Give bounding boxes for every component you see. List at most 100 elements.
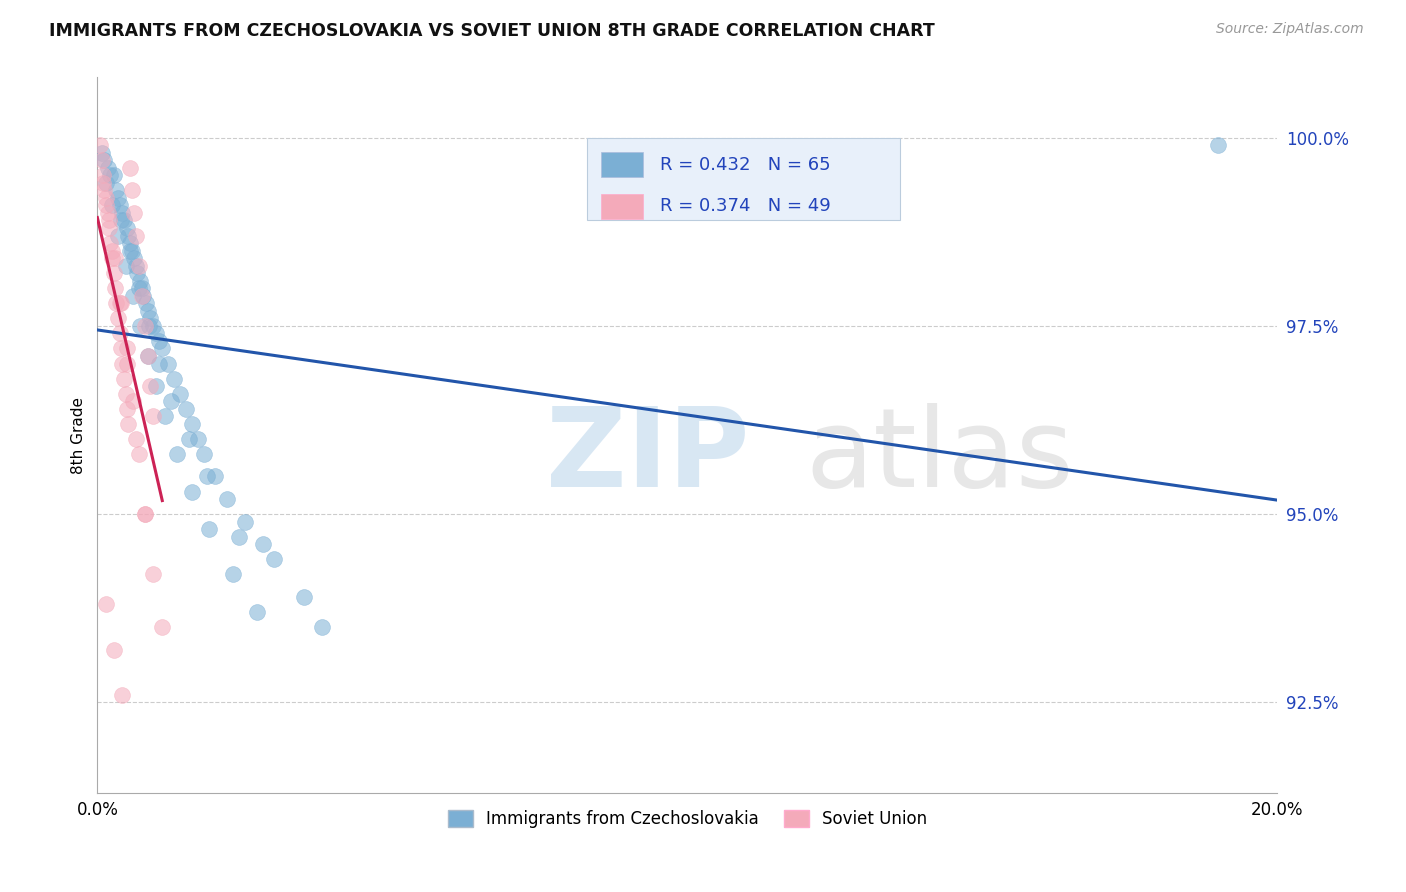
Point — [121, 183, 143, 197]
Point — [108, 326, 131, 341]
Point — [252, 537, 274, 551]
Point — [117, 417, 139, 431]
Point — [204, 469, 226, 483]
Point — [128, 274, 150, 288]
Point — [114, 386, 136, 401]
Bar — [602, 153, 643, 178]
Point — [105, 183, 128, 197]
Point — [96, 191, 118, 205]
Point — [228, 530, 250, 544]
Y-axis label: 8th Grade: 8th Grade — [72, 397, 86, 474]
Point — [98, 221, 121, 235]
Point — [115, 357, 138, 371]
Point — [91, 145, 114, 160]
Point — [145, 379, 167, 393]
Point — [98, 235, 121, 250]
Point — [128, 259, 150, 273]
Point — [160, 394, 183, 409]
Point — [115, 221, 138, 235]
Point — [142, 318, 165, 333]
Text: atlas: atlas — [806, 403, 1074, 510]
Point — [139, 311, 162, 326]
Point — [122, 206, 145, 220]
Point — [101, 244, 124, 258]
Point — [105, 296, 128, 310]
Point — [110, 296, 132, 310]
Point — [97, 161, 120, 175]
Point — [246, 605, 269, 619]
Text: Source: ZipAtlas.com: Source: ZipAtlas.com — [1216, 22, 1364, 37]
Point — [157, 357, 180, 371]
Point — [89, 138, 111, 153]
Point — [148, 357, 170, 371]
Point — [148, 334, 170, 348]
Point — [142, 409, 165, 424]
Point — [114, 259, 136, 273]
Point — [131, 289, 153, 303]
Point — [98, 213, 121, 227]
Point — [138, 318, 160, 333]
Point — [180, 484, 202, 499]
Point — [311, 620, 333, 634]
Point — [110, 213, 132, 227]
Point — [107, 228, 129, 243]
Point — [198, 522, 221, 536]
Point — [169, 386, 191, 401]
Point — [177, 432, 200, 446]
Point — [166, 447, 188, 461]
Text: R = 0.432   N = 65: R = 0.432 N = 65 — [661, 155, 831, 174]
Point — [1208, 138, 1230, 153]
Point — [110, 342, 132, 356]
Point — [136, 349, 159, 363]
Point — [115, 401, 138, 416]
Point — [132, 289, 155, 303]
Point — [104, 251, 127, 265]
Point — [101, 198, 124, 212]
Text: ZIP: ZIP — [546, 403, 749, 510]
Point — [108, 198, 131, 212]
Point — [91, 169, 114, 183]
Point — [103, 169, 125, 183]
Point — [150, 342, 173, 356]
Point — [128, 281, 150, 295]
Point — [174, 401, 197, 416]
Text: IMMIGRANTS FROM CZECHOSLOVAKIA VS SOVIET UNION 8TH GRADE CORRELATION CHART: IMMIGRANTS FROM CZECHOSLOVAKIA VS SOVIET… — [49, 22, 935, 40]
Point — [217, 491, 239, 506]
Point — [134, 507, 156, 521]
Point — [136, 303, 159, 318]
Point — [195, 469, 218, 483]
Point — [96, 598, 118, 612]
Point — [111, 357, 134, 371]
Point — [139, 379, 162, 393]
Point — [112, 371, 135, 385]
Point — [263, 552, 285, 566]
Point — [125, 259, 148, 273]
Point — [145, 326, 167, 341]
Point — [97, 206, 120, 220]
Point — [96, 176, 118, 190]
Point — [107, 311, 129, 326]
Point — [131, 281, 153, 295]
Legend: Immigrants from Czechoslovakia, Soviet Union: Immigrants from Czechoslovakia, Soviet U… — [441, 803, 934, 834]
Point — [93, 153, 115, 168]
Point — [111, 688, 134, 702]
Point — [122, 251, 145, 265]
Point — [121, 244, 143, 258]
Point — [103, 642, 125, 657]
FancyBboxPatch shape — [588, 138, 900, 220]
Point — [118, 161, 141, 175]
Point — [117, 228, 139, 243]
Point — [91, 176, 114, 190]
Point — [134, 318, 156, 333]
Point — [103, 266, 125, 280]
Point — [142, 567, 165, 582]
Point — [180, 417, 202, 431]
Point — [91, 153, 114, 168]
Point — [115, 342, 138, 356]
Point — [118, 235, 141, 250]
Point — [125, 228, 148, 243]
Point — [135, 296, 157, 310]
Point — [121, 289, 143, 303]
Point — [134, 507, 156, 521]
Point — [128, 318, 150, 333]
